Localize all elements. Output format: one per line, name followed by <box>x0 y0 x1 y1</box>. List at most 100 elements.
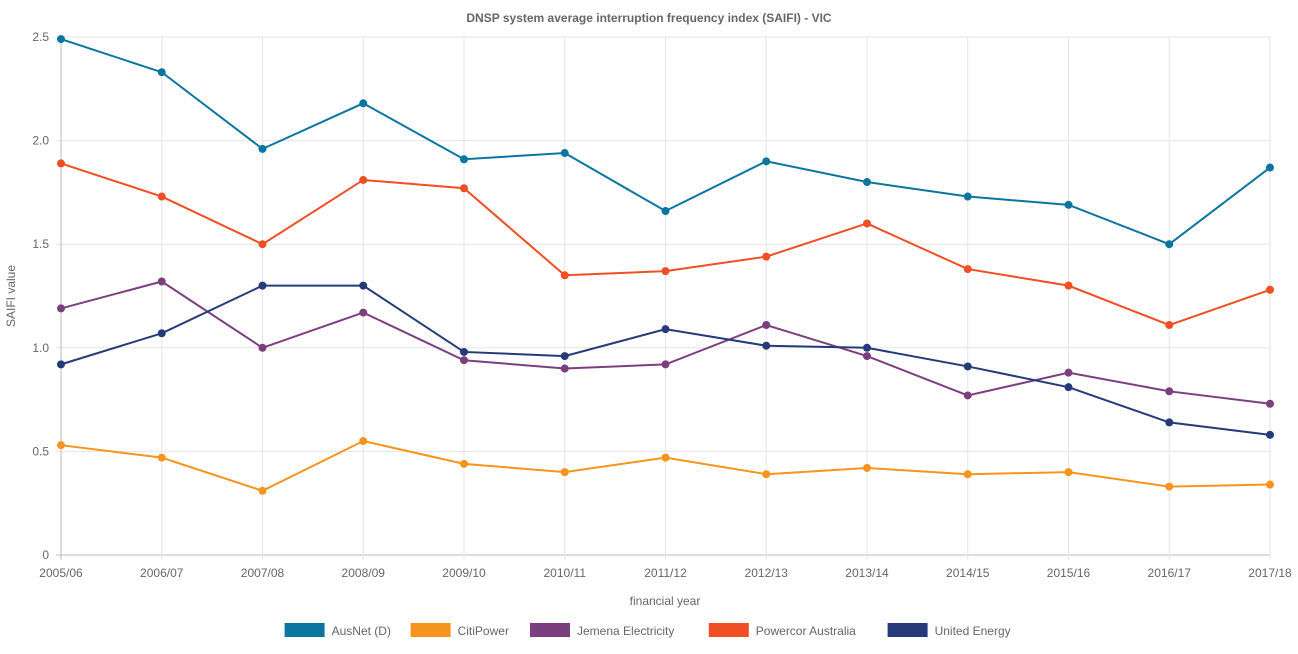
x-tick-label: 2007/08 <box>241 566 285 580</box>
data-point <box>1064 200 1073 209</box>
data-point <box>560 468 569 477</box>
data-point <box>258 281 267 290</box>
data-point <box>863 219 871 228</box>
x-axis-label: financial year <box>630 594 701 608</box>
data-point <box>57 360 65 369</box>
data-point <box>661 453 670 462</box>
x-tick-label: 2016/17 <box>1148 566 1192 580</box>
data-point <box>157 453 166 462</box>
chart-title: DNSP system average interruption frequen… <box>466 11 832 25</box>
data-point <box>1266 399 1274 408</box>
data-point <box>762 157 771 166</box>
data-point <box>460 459 468 468</box>
y-tick-label: 0 <box>42 548 49 562</box>
data-point <box>560 352 569 361</box>
data-point <box>1165 321 1174 330</box>
data-point <box>1064 468 1073 477</box>
data-point <box>1165 387 1174 396</box>
data-point <box>460 347 468 356</box>
data-point <box>863 463 871 472</box>
data-point <box>863 343 871 352</box>
data-point <box>762 252 771 261</box>
data-point <box>460 356 468 365</box>
data-point <box>1064 281 1073 290</box>
series-united-energy <box>57 281 1274 439</box>
data-point <box>460 155 468 164</box>
series-jemena-electricity <box>57 277 1274 408</box>
x-tick-label: 2017/18 <box>1248 566 1292 580</box>
data-point <box>359 437 368 446</box>
series-citipower <box>57 437 1274 495</box>
data-point <box>963 192 972 201</box>
data-point <box>1064 368 1073 377</box>
data-point <box>661 267 670 276</box>
data-point <box>258 144 267 153</box>
data-point <box>1266 285 1274 294</box>
data-point <box>1266 480 1274 489</box>
data-point <box>258 343 267 352</box>
data-point <box>258 240 267 249</box>
data-point <box>560 149 569 158</box>
data-point <box>57 159 65 168</box>
legend-item[interactable]: United Energy <box>887 623 1011 638</box>
x-tick-label: 2011/12 <box>644 566 687 580</box>
series-ausnet-d- <box>57 35 1274 249</box>
data-point <box>963 362 972 371</box>
data-point <box>1266 430 1274 439</box>
legend-item[interactable]: CitiPower <box>410 623 509 638</box>
x-tick-label: 2015/16 <box>1047 566 1091 580</box>
legend-item[interactable]: Jemena Electricity <box>530 623 674 638</box>
data-point <box>1266 163 1274 172</box>
x-tick-label: 2013/14 <box>845 566 889 580</box>
data-point <box>57 35 65 44</box>
legend-item[interactable]: Powercor Australia <box>708 623 856 638</box>
data-point <box>863 352 871 361</box>
legend-swatch <box>530 623 570 637</box>
x-tick-label: 2009/10 <box>442 566 486 580</box>
data-point <box>963 265 972 274</box>
data-point <box>963 391 972 400</box>
y-tick-label: 1.0 <box>32 341 49 355</box>
data-point <box>1165 418 1174 427</box>
data-point <box>560 364 569 373</box>
legend-swatch <box>708 623 749 637</box>
y-tick-label: 1.5 <box>32 237 49 251</box>
data-point <box>762 470 771 479</box>
data-point <box>157 329 166 338</box>
x-tick-label: 2010/11 <box>544 566 587 580</box>
x-tick-label: 2005/06 <box>39 566 83 580</box>
legend-item[interactable]: AusNet (D) <box>284 623 391 638</box>
data-point <box>1165 482 1174 491</box>
legend-swatch <box>410 623 451 637</box>
data-point <box>460 184 468 193</box>
data-point <box>1064 383 1073 392</box>
y-tick-label: 2.0 <box>32 134 49 148</box>
data-point <box>762 341 771 350</box>
y-axis-label: SAIFI value <box>4 265 18 327</box>
legend-swatch <box>284 623 325 637</box>
series-powercor-australia <box>57 159 1274 330</box>
data-point <box>157 277 166 286</box>
y-tick-label: 2.5 <box>32 30 49 44</box>
data-point <box>157 68 166 77</box>
data-point <box>57 304 65 313</box>
legend-label: AusNet (D) <box>332 624 391 638</box>
data-point <box>560 271 569 280</box>
data-point <box>57 441 65 450</box>
data-point <box>661 325 670 334</box>
x-tick-label: 2012/13 <box>745 566 789 580</box>
data-point <box>661 360 670 369</box>
data-point <box>863 178 871 187</box>
data-point <box>359 308 368 317</box>
data-point <box>258 486 267 495</box>
data-point <box>1165 240 1174 249</box>
legend-label: CitiPower <box>458 624 509 638</box>
data-point <box>661 207 670 216</box>
data-point <box>963 470 972 479</box>
legend-label: United Energy <box>935 624 1011 638</box>
legend-label: Powercor Australia <box>756 624 856 638</box>
x-tick-label: 2014/15 <box>946 566 990 580</box>
data-point <box>762 321 771 330</box>
y-tick-label: 0.5 <box>32 444 49 458</box>
